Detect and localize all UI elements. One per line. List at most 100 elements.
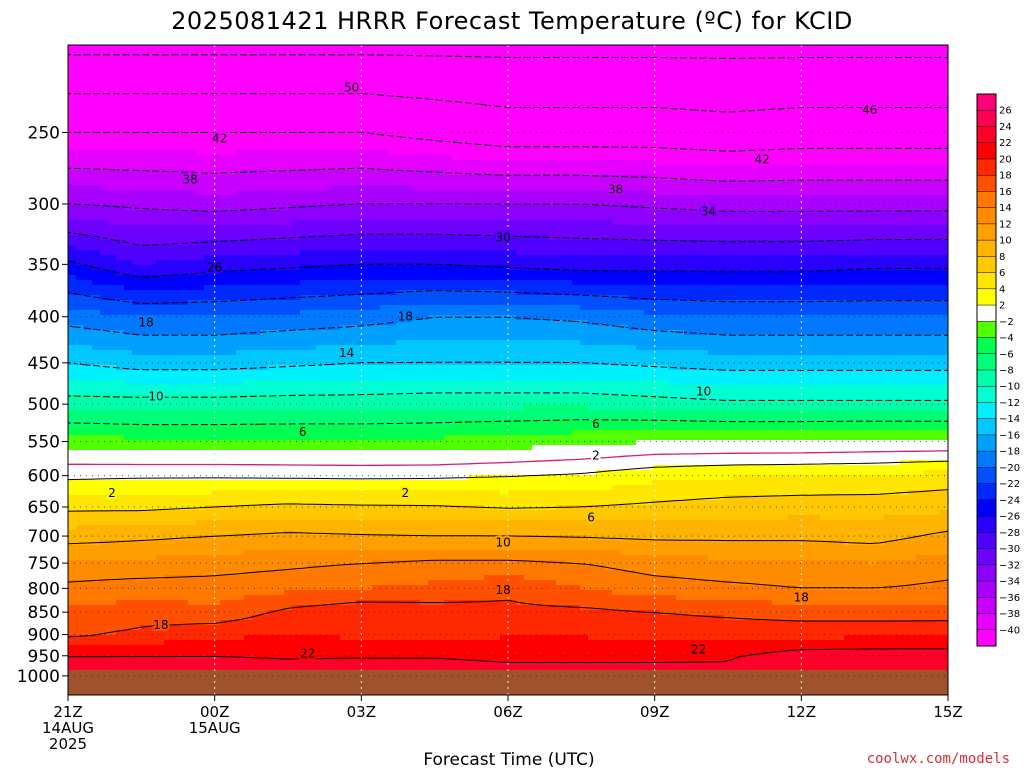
fill-cell bbox=[68, 320, 397, 326]
fill-cell bbox=[732, 580, 933, 586]
colorbar-cell bbox=[977, 467, 996, 484]
fill-cell bbox=[508, 265, 948, 271]
fill-cell bbox=[412, 185, 948, 191]
fill-cell bbox=[516, 290, 948, 296]
fill-cell bbox=[68, 305, 381, 311]
fill-cell bbox=[68, 205, 125, 211]
fill-cell bbox=[68, 315, 429, 321]
colorbar-cell bbox=[977, 321, 996, 338]
fill-cell bbox=[68, 630, 117, 636]
fill-cell bbox=[844, 635, 948, 641]
colorbar-cell bbox=[977, 483, 996, 501]
colorbar-cell bbox=[977, 418, 996, 436]
y-tick-label: 500 bbox=[28, 395, 60, 415]
colorbar-cell bbox=[977, 548, 996, 566]
contour-label: 2 bbox=[108, 486, 116, 500]
fill-cell bbox=[68, 180, 948, 186]
fill-cell bbox=[68, 330, 125, 336]
fill-cell bbox=[68, 480, 653, 486]
fill-cell bbox=[68, 150, 197, 156]
fill-cell bbox=[116, 255, 205, 261]
fill-cell bbox=[740, 655, 948, 661]
x-axis-title: Forecast Time (UTC) bbox=[423, 750, 594, 768]
contour-label: 42 bbox=[212, 132, 227, 146]
colorbar-tick-label: −20 bbox=[999, 463, 1020, 474]
fill-cell bbox=[316, 345, 637, 351]
y-tick-label: 600 bbox=[28, 467, 60, 487]
fill-cell bbox=[68, 95, 948, 101]
colorbar-cell bbox=[977, 126, 996, 144]
fill-cell bbox=[588, 535, 909, 541]
fill-cell bbox=[156, 260, 948, 266]
fill-cell bbox=[68, 100, 948, 106]
contour-label: 2 bbox=[592, 449, 600, 463]
fill-cell bbox=[68, 610, 269, 616]
fill-cell bbox=[244, 595, 677, 601]
fill-cell bbox=[68, 625, 141, 631]
contour-dashed bbox=[68, 260, 948, 278]
fill-cell bbox=[300, 295, 629, 301]
fill-cell bbox=[68, 530, 285, 536]
fill-cell bbox=[68, 280, 93, 286]
y-tick-label: 700 bbox=[28, 527, 60, 547]
colorbar-tick-label: −2 bbox=[999, 317, 1014, 328]
fill-cell bbox=[68, 70, 948, 76]
fill-cell bbox=[580, 305, 948, 311]
fill-cell bbox=[68, 650, 773, 656]
fill-cell bbox=[124, 435, 445, 441]
fill-cell bbox=[68, 380, 125, 386]
contour-dashed bbox=[68, 93, 948, 113]
fill-cell bbox=[68, 500, 653, 506]
x-tick-label: 00Z bbox=[200, 703, 229, 721]
fill-cell bbox=[100, 295, 301, 301]
fill-cell bbox=[636, 570, 948, 576]
fill-cell bbox=[652, 160, 948, 166]
contour-dashed bbox=[68, 290, 948, 304]
fill-cell bbox=[68, 295, 101, 301]
fill-cell bbox=[876, 560, 948, 566]
x-tick-label: 12Z bbox=[787, 703, 816, 721]
contour-label: 34 bbox=[701, 205, 716, 219]
colorbar-tick-label: 16 bbox=[999, 187, 1012, 198]
fill-cell bbox=[68, 250, 101, 256]
colorbar-cell bbox=[977, 402, 996, 420]
fill-cell bbox=[68, 440, 637, 446]
contour-zero bbox=[68, 450, 948, 467]
contour-label: 18 bbox=[495, 583, 510, 597]
contour-label: 10 bbox=[696, 384, 711, 398]
fill-cell bbox=[68, 160, 653, 166]
contour-solid bbox=[68, 530, 948, 545]
fill-cell bbox=[468, 475, 733, 481]
colorbar-tick-label: −22 bbox=[999, 479, 1020, 490]
fill-cell bbox=[652, 465, 948, 471]
fill-cell bbox=[772, 650, 948, 656]
colorbar-cell bbox=[977, 158, 996, 176]
y-tick-label: 550 bbox=[28, 433, 60, 453]
fill-cell bbox=[516, 600, 773, 606]
fill-cell bbox=[84, 325, 341, 331]
colorbar-tick-label: 26 bbox=[999, 106, 1012, 117]
contour-label: 2 bbox=[401, 486, 409, 500]
fill-cell bbox=[580, 585, 797, 591]
fill-cell bbox=[372, 560, 565, 566]
fill-cell bbox=[68, 445, 533, 451]
fill-cell bbox=[612, 590, 948, 596]
colorbar-tick-label: −16 bbox=[999, 430, 1020, 441]
contour-label: 6 bbox=[592, 417, 600, 431]
fill-cell bbox=[820, 515, 885, 521]
fill-cell bbox=[884, 540, 948, 546]
fill-cell bbox=[396, 320, 589, 326]
x-tick-label: 15Z bbox=[933, 703, 962, 721]
contour-label: 38 bbox=[608, 182, 623, 196]
fill-cell bbox=[140, 625, 948, 631]
fill-cell bbox=[68, 450, 948, 456]
fill-cell bbox=[108, 220, 293, 226]
fill-cell bbox=[524, 575, 677, 581]
chart-title: 2025081421 HRRR Forecast Temperature (ºC… bbox=[171, 7, 853, 35]
contour-label: 22 bbox=[300, 647, 315, 661]
colorbar-cell bbox=[977, 142, 996, 160]
fill-cell bbox=[292, 530, 941, 536]
colorbar-tick-label: −10 bbox=[999, 382, 1020, 393]
y-tick-label: 850 bbox=[28, 603, 60, 623]
